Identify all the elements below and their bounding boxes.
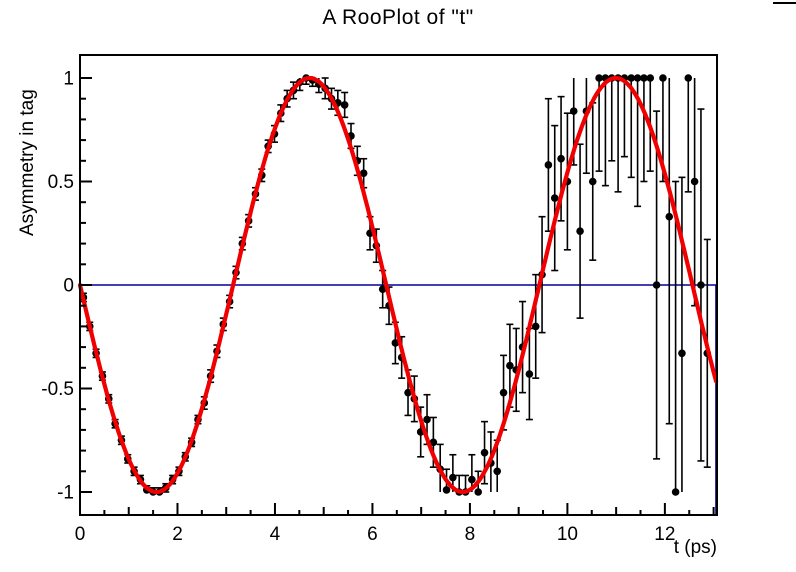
y-tick-label: -1 <box>57 483 74 504</box>
y-tick-label: 0.5 <box>48 172 74 193</box>
x-axis-ticks <box>79 503 715 515</box>
x-tick-label: 4 <box>270 524 281 545</box>
x-tick-label: 0 <box>75 524 86 545</box>
y-axis-ticks <box>80 77 92 493</box>
x-tick-label: 6 <box>367 524 378 545</box>
y-axis-labels: -1 -0.5 0 0.5 1 <box>41 69 74 504</box>
x-tick-label: 8 <box>465 524 476 545</box>
fit-curve <box>77 75 719 495</box>
y-tick-label: 0 <box>63 276 74 297</box>
x-axis-title: t (ps) <box>673 537 717 558</box>
x-axis-labels: 0 2 4 6 8 10 12 <box>75 524 676 545</box>
x-tick-label: 2 <box>172 524 183 545</box>
y-tick-label: 1 <box>63 69 74 90</box>
chart-title: A RooPlot of "t" <box>322 6 474 29</box>
x-tick-label: 10 <box>557 524 578 545</box>
y-tick-label: -0.5 <box>41 379 74 400</box>
x-tick-label: 12 <box>654 524 675 545</box>
